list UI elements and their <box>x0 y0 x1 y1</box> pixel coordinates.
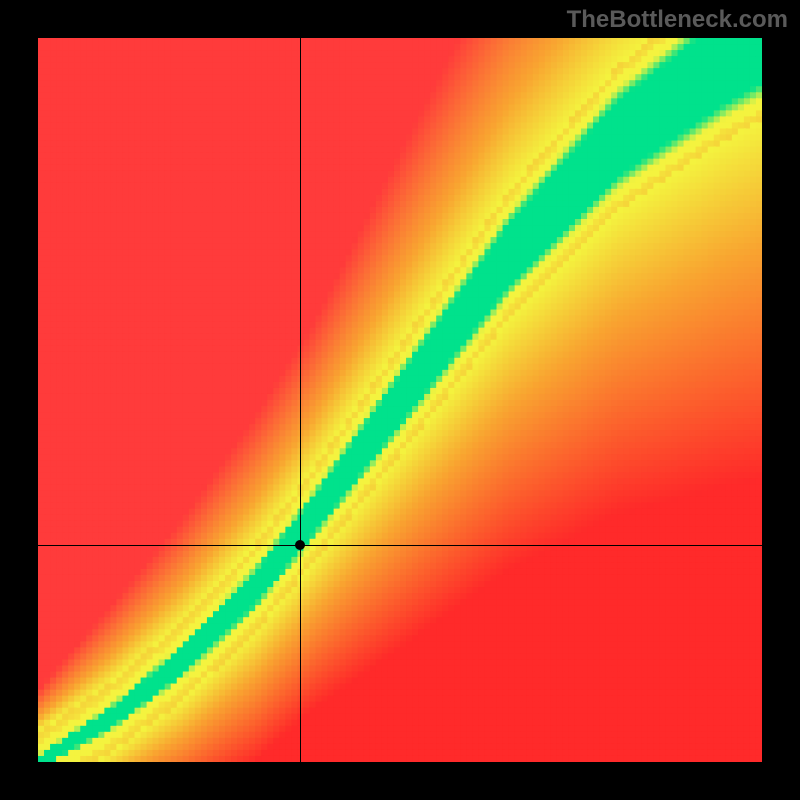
crosshair-vertical <box>300 38 301 762</box>
crosshair-horizontal <box>38 545 762 546</box>
crosshair-point <box>295 540 305 550</box>
chart-container: TheBottleneck.com <box>0 0 800 800</box>
watermark-text: TheBottleneck.com <box>567 6 788 34</box>
plot-area <box>38 38 762 762</box>
heatmap-canvas <box>38 38 762 762</box>
